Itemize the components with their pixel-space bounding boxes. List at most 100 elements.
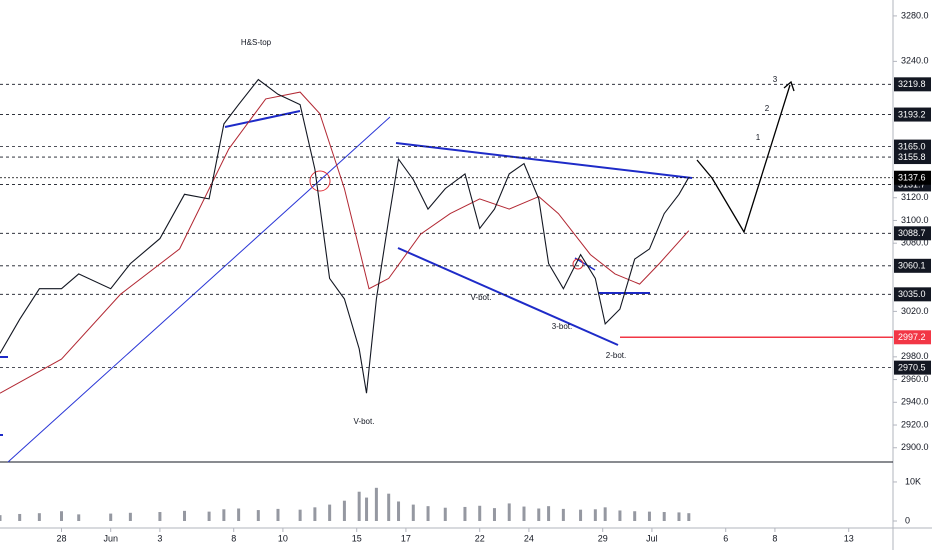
y-tick-label: 3080.0 — [901, 238, 929, 248]
volume-bar — [365, 497, 369, 521]
volume-bar — [313, 507, 317, 521]
y-tick-label: 3240.0 — [901, 56, 929, 66]
price-level-badge — [894, 287, 931, 302]
price-line — [0, 78, 690, 394]
volume-bar — [207, 511, 211, 521]
y-tick-label: 3020.0 — [901, 306, 929, 316]
x-tick-label: 3 — [157, 533, 162, 543]
annotation: V-bot. — [354, 417, 375, 426]
wedge-upper — [395, 142, 693, 179]
volume-bar — [507, 503, 511, 521]
annotations: H&S-top V-bot. V-bot. 3-bot. 2-bot. 1 2 … — [241, 38, 778, 426]
x-tick-label: 8 — [772, 533, 777, 543]
volume-bar — [128, 512, 132, 521]
x-tick-label: 22 — [475, 533, 485, 543]
volume-bar — [18, 513, 22, 521]
annotation: V-bot. — [471, 293, 492, 302]
price-level-label: 3088.7 — [898, 228, 926, 238]
y-tick-label: 3100.0 — [901, 215, 929, 225]
volume-bar — [357, 491, 361, 521]
volume-bar — [633, 511, 637, 521]
trend-line — [7, 116, 391, 463]
price-level-label: 3035.0 — [898, 289, 926, 299]
volume-bar — [411, 504, 415, 521]
volume-bar — [537, 508, 541, 521]
volume-bar — [77, 514, 81, 521]
volume-bar — [687, 513, 691, 521]
trend-line — [224, 110, 301, 128]
annotation: 1 — [756, 133, 761, 142]
stop-price-label: 2997.2 — [898, 332, 926, 342]
price-level-label: 3193.2 — [898, 109, 926, 119]
volume-tick-label: 0 — [905, 515, 910, 525]
annotation: 2 — [765, 104, 770, 113]
volume-bar — [237, 508, 241, 521]
moving-average — [0, 91, 690, 394]
stop-price-badge — [894, 330, 931, 345]
volume-bar — [109, 513, 113, 521]
price-level-label: 3060.1 — [898, 261, 926, 271]
annotation: H&S-top — [241, 38, 272, 47]
volume-bar — [397, 501, 401, 521]
last-price-label: 3137.6 — [898, 173, 926, 183]
volume-bar — [426, 506, 430, 521]
volume-bar — [0, 515, 2, 521]
volume-bar — [677, 512, 681, 521]
price-level-label: 3155.8 — [898, 152, 926, 162]
last-price-badge — [894, 170, 931, 185]
volume-bar — [647, 511, 651, 521]
volume-bar — [443, 507, 447, 521]
x-tick-label: 29 — [598, 533, 608, 543]
volume-bar — [603, 507, 607, 521]
wedge-lower — [397, 247, 619, 346]
volume-bar — [547, 506, 551, 521]
annotation: 3-bot. — [552, 322, 572, 331]
y-tick-label: 2940.0 — [901, 397, 929, 407]
drawings — [0, 80, 795, 463]
price-level-label: 3165.0 — [898, 141, 926, 151]
volume-bar — [60, 511, 64, 521]
volume-bar — [387, 493, 391, 521]
volume-tick-label: 10K — [905, 476, 921, 486]
volume-bar — [183, 510, 187, 521]
price-level-badge — [894, 150, 931, 165]
volume-bar — [463, 506, 467, 521]
x-tick-label: 8 — [231, 533, 236, 543]
volume-bar — [492, 508, 496, 521]
price-level-badge — [894, 258, 931, 273]
volume-bar — [276, 508, 280, 521]
volume-bar — [374, 487, 378, 521]
annotation: 3 — [773, 75, 778, 84]
y-tick-label: 2980.0 — [901, 351, 929, 361]
price-level-badge — [894, 107, 931, 122]
x-tick-label: 17 — [401, 533, 411, 543]
price-level-badge — [894, 360, 931, 375]
volume-bar — [37, 513, 41, 521]
volume-bar — [298, 509, 302, 521]
y-tick-label: 2960.0 — [901, 374, 929, 384]
volume-bar — [342, 500, 346, 521]
projection-path — [696, 84, 791, 234]
volume-bar — [222, 509, 226, 521]
volume-bar — [256, 510, 260, 521]
volume-bar — [618, 510, 622, 521]
arrow-head — [783, 80, 795, 92]
price-level-badge — [894, 77, 931, 92]
volume-bar — [561, 508, 565, 521]
volume-bar — [662, 512, 666, 521]
x-tick-label: 10 — [278, 533, 288, 543]
volume-bar — [478, 505, 482, 521]
volume-bar — [579, 509, 583, 521]
volume-bar — [328, 504, 332, 521]
x-tick-label: 15 — [352, 533, 362, 543]
volume-bar — [522, 506, 526, 521]
volume-bar — [158, 512, 162, 521]
price-level-badge — [894, 226, 931, 241]
circle-marker — [309, 170, 331, 192]
x-tick-label: 28 — [56, 533, 66, 543]
y-tick-label: 2920.0 — [901, 419, 929, 429]
y-tick-label: 2900.0 — [901, 442, 929, 452]
y-tick-label: 3280.0 — [901, 10, 929, 20]
